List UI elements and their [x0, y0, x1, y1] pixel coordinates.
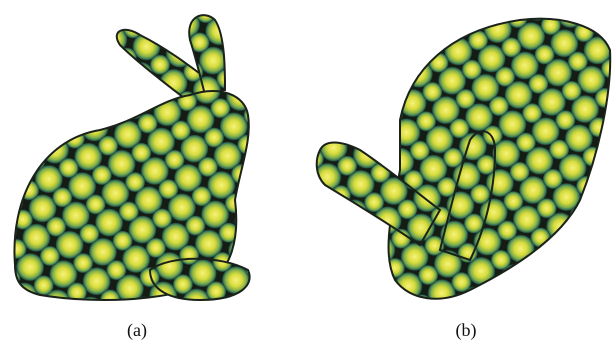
bunny-b: [317, 19, 611, 299]
panel-label: (b): [456, 320, 477, 341]
page: (a) (b) (() => { const data = JSON.parse…: [0, 0, 616, 348]
figure: (a) (b): [0, 0, 616, 348]
panel-label: (a): [127, 320, 147, 341]
bunny-a: [14, 15, 249, 300]
